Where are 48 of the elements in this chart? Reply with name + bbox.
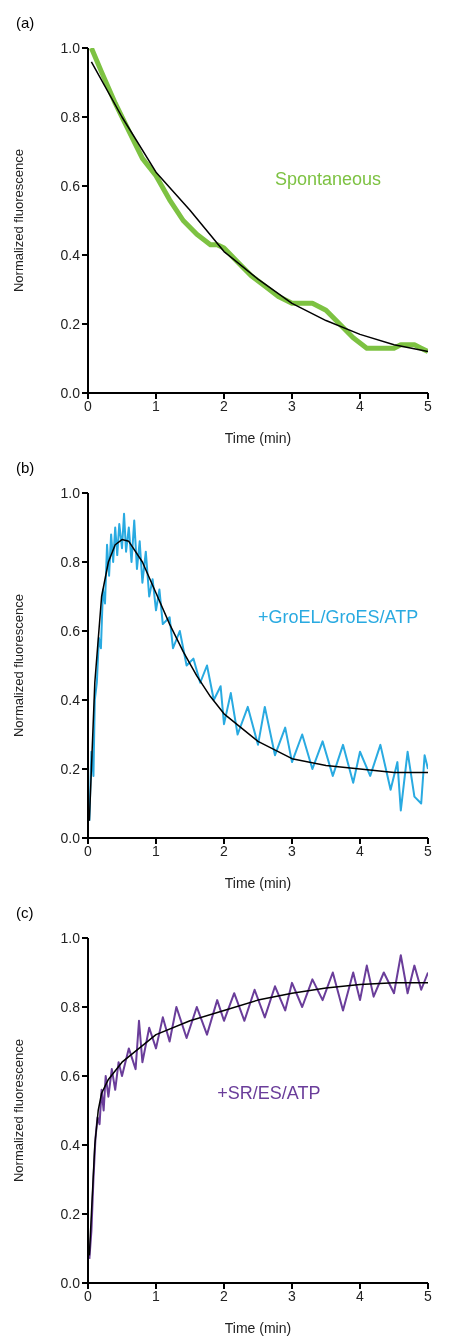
y-tick-label: 0.6 (60, 1067, 81, 1084)
x-axis-title: Time (min) (224, 875, 292, 891)
x-tick-label: 5 (424, 842, 433, 859)
y-axis-title: Normalized fluorescence (10, 1038, 26, 1183)
y-tick-label: 0.4 (60, 1136, 81, 1153)
y-tick-label: 0.2 (60, 315, 81, 332)
text: Spontaneous (275, 168, 382, 190)
x-tick-label: 4 (356, 397, 365, 414)
y-tick-label: 0.2 (60, 1205, 81, 1222)
x-tick-label: 4 (356, 1287, 365, 1304)
y-tick-label: 0.0 (60, 829, 81, 846)
x-tick-label: 2 (220, 1287, 229, 1304)
y-tick-label: 1.0 (60, 929, 81, 946)
x-tick-label: 0 (84, 842, 93, 859)
x-tick-label: 0 (84, 397, 93, 414)
y-tick-label: 0.4 (60, 691, 81, 708)
y-tick-label: 1.0 (60, 39, 81, 56)
y-tick-label: 0.0 (60, 384, 81, 401)
y-axis-title: Normalized fluorescence (10, 148, 26, 293)
x-tick-label: 5 (424, 1287, 433, 1304)
y-tick-label: 0.8 (60, 998, 81, 1015)
y-tick-label: 0.4 (60, 246, 81, 263)
y-tick-label: 0.2 (60, 760, 81, 777)
y-axis-title: Normalized fluorescence (10, 593, 26, 738)
text: +SR/ES/ATP (217, 1082, 321, 1104)
x-tick-label: 2 (220, 842, 229, 859)
y-tick-label: 0.0 (60, 1274, 81, 1291)
x-tick-label: 0 (84, 1287, 93, 1304)
x-axis-title: Time (min) (224, 430, 292, 446)
x-tick-label: 2 (220, 397, 229, 414)
x-axis-title: Time (min) (224, 1320, 292, 1336)
x-tick-label: 1 (152, 1287, 161, 1304)
x-tick-label: 3 (288, 1287, 297, 1304)
text: +GroEL/GroES/ATP (258, 606, 419, 628)
chart-title: (b) (16, 459, 35, 476)
chart-title: (a) (16, 14, 35, 31)
x-tick-label: 3 (288, 397, 297, 414)
chart-title: (c) (16, 904, 34, 921)
x-tick-label: 5 (424, 397, 433, 414)
y-tick-label: 1.0 (60, 484, 81, 501)
x-tick-label: 4 (356, 842, 365, 859)
x-tick-label: 1 (152, 397, 161, 414)
y-tick-label: 0.8 (60, 553, 81, 570)
y-tick-label: 0.6 (60, 622, 81, 639)
x-tick-label: 3 (288, 842, 297, 859)
y-tick-label: 0.8 (60, 108, 81, 125)
x-tick-label: 1 (152, 842, 161, 859)
y-tick-label: 0.6 (60, 177, 81, 194)
